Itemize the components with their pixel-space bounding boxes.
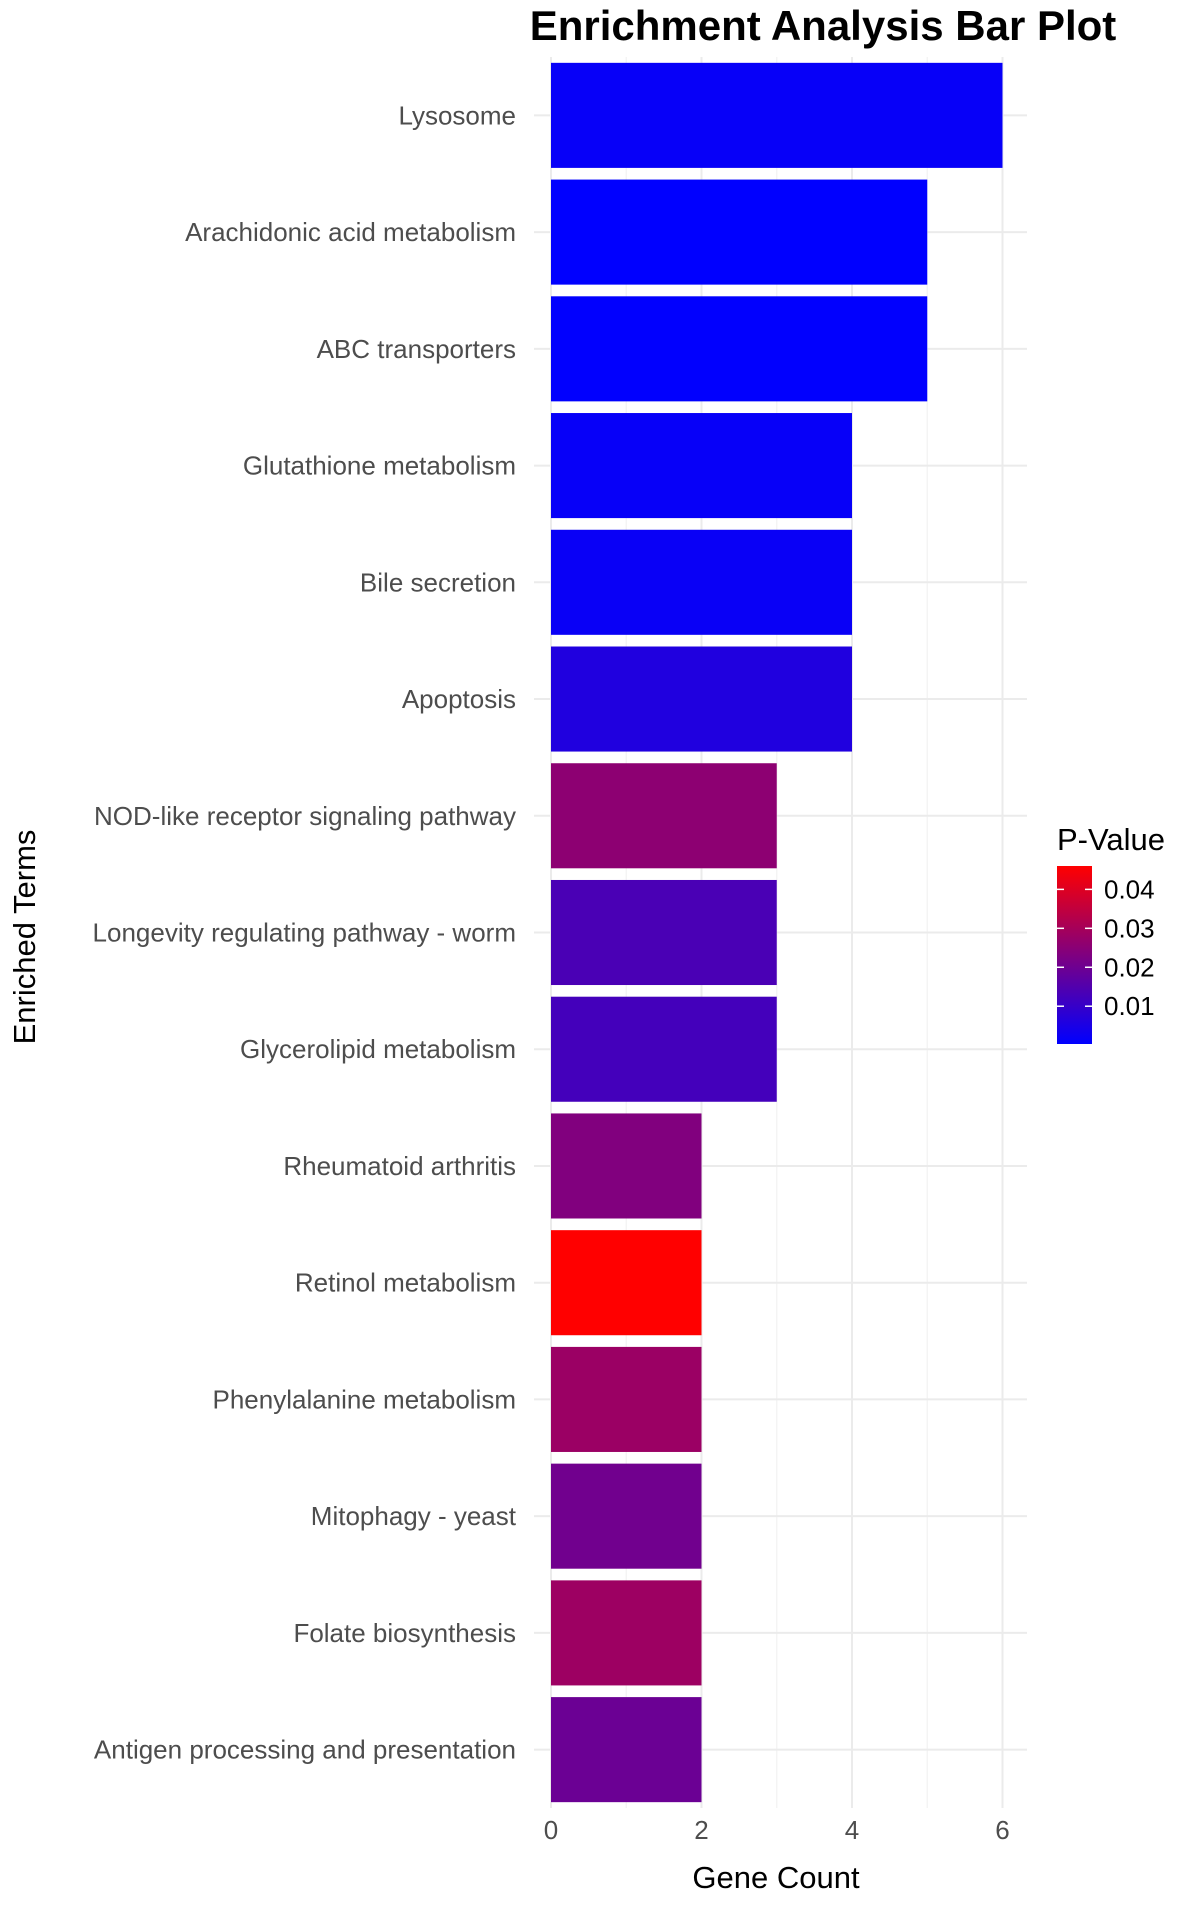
x-tick-label: 6 <box>995 1815 1009 1845</box>
chart-title: Enrichment Analysis Bar Plot <box>530 2 1117 49</box>
bar <box>551 1230 702 1336</box>
category-label: Lysosome <box>398 100 516 130</box>
category-label: Antigen processing and presentation <box>94 1735 516 1765</box>
legend-label: 0.04 <box>1104 874 1155 904</box>
legend-label: 0.03 <box>1104 913 1155 943</box>
legend-ticks: 0.04 0.03 0.02 0.01 <box>1057 874 1155 1021</box>
y-axis-title: Enriched Terms <box>7 830 42 1045</box>
category-label: Retinol metabolism <box>295 1268 516 1298</box>
bar <box>551 529 852 635</box>
x-tick-label: 4 <box>845 1815 859 1845</box>
x-axis-title: Gene Count <box>692 1860 860 1895</box>
category-label: Mitophagy - yeast <box>311 1501 517 1531</box>
bar <box>551 1697 702 1803</box>
category-label: Rheumatoid arthritis <box>283 1151 516 1181</box>
bar <box>551 1580 702 1686</box>
category-label: Longevity regulating pathway - worm <box>93 918 516 948</box>
bar <box>551 296 928 402</box>
bar <box>551 996 777 1102</box>
x-tick-label: 2 <box>694 1815 708 1845</box>
bar <box>551 763 777 869</box>
category-label: Glutathione metabolism <box>243 451 516 481</box>
category-label: Apoptosis <box>402 684 516 714</box>
bar <box>551 879 777 986</box>
category-label: Folate biosynthesis <box>293 1618 516 1648</box>
x-tick-label: 0 <box>544 1815 558 1845</box>
category-label: Glycerolipid metabolism <box>240 1034 516 1064</box>
bar <box>551 1463 702 1569</box>
bar <box>551 179 928 285</box>
category-label: NOD-like receptor signaling pathway <box>94 801 516 831</box>
legend-title: P-Value <box>1057 822 1165 857</box>
legend-label: 0.01 <box>1104 991 1155 1021</box>
bar <box>551 1113 702 1219</box>
bar <box>551 646 852 752</box>
category-labels: Lysosome Arachidonic acid metabolism ABC t… <box>93 100 517 1764</box>
bar <box>551 1346 702 1452</box>
bar <box>551 62 1003 168</box>
bars-layer <box>551 62 1003 1803</box>
x-tick-labels: 0 2 4 6 <box>544 1815 1010 1845</box>
legend-colorbar <box>1057 866 1092 1044</box>
category-label: Arachidonic acid metabolism <box>185 217 516 247</box>
category-label: ABC transporters <box>317 334 516 364</box>
bar <box>551 413 852 519</box>
category-label: Bile secretion <box>360 567 516 597</box>
legend-label: 0.02 <box>1104 952 1155 982</box>
pvalue-legend: P-Value 0.04 0.03 0.02 0.01 <box>1057 822 1165 1044</box>
category-label: Phenylalanine metabolism <box>212 1384 516 1414</box>
